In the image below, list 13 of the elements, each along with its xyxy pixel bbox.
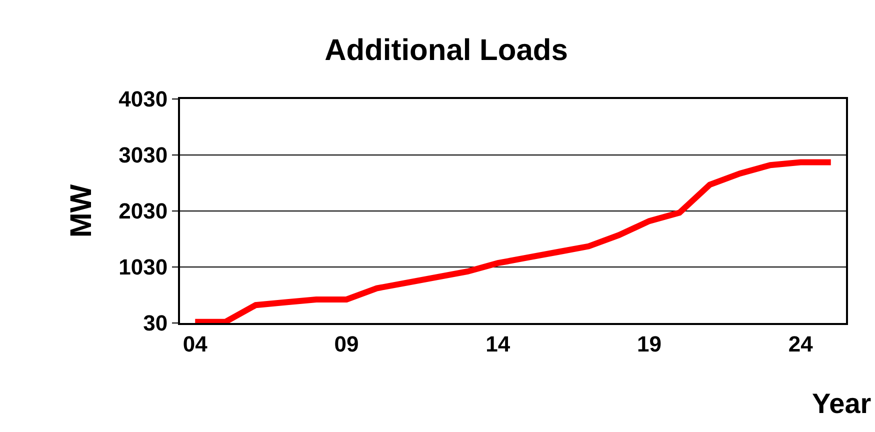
x-tick-label: 04 [182,331,208,356]
y-tick-label: 4030 [118,86,168,112]
x-tick-label: 19 [636,331,662,356]
x-axis-title: Year [812,388,872,419]
y-axis-title: MW [65,184,98,238]
y-tick-label: 2030 [118,198,168,224]
x-tick-label: 09 [334,331,359,356]
y-tick-label: 30 [143,310,168,336]
chart-title: Additional Loads [324,34,568,68]
x-tick-label: 24 [788,331,814,356]
x-tick-label: 14 [486,331,511,356]
y-tick-label: 1030 [118,254,168,280]
y-tick-label: 3030 [118,142,168,168]
